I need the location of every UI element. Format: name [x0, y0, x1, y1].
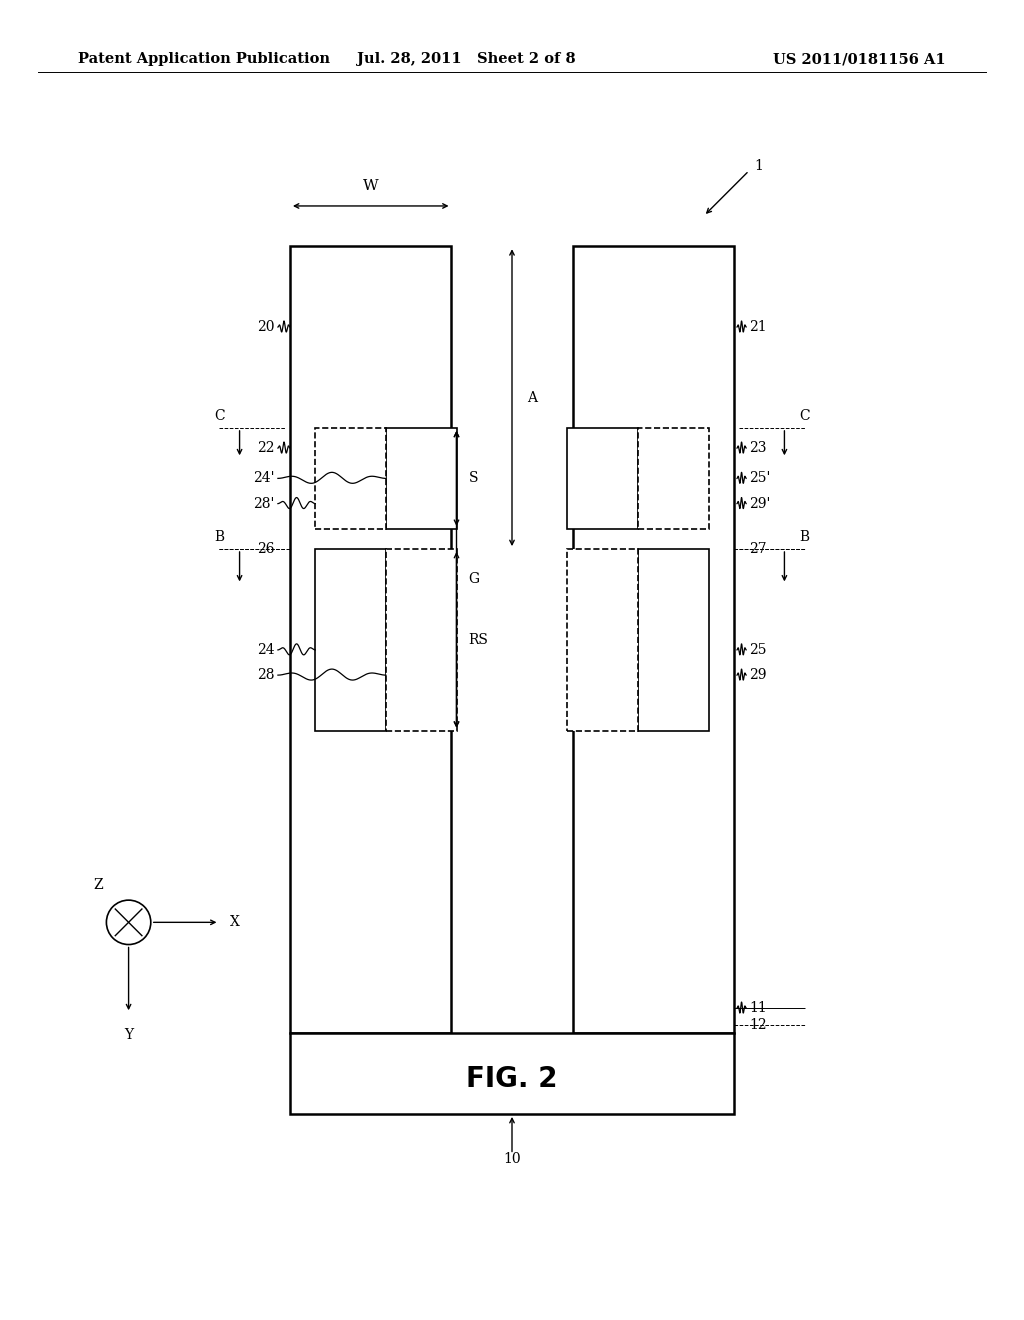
Text: 24: 24 — [257, 643, 274, 657]
Bar — [386, 549, 457, 731]
Text: 29: 29 — [750, 668, 767, 682]
Text: 21: 21 — [750, 319, 767, 334]
Bar — [290, 1034, 734, 1114]
Text: 12: 12 — [750, 1018, 767, 1032]
Text: US 2011/0181156 A1: US 2011/0181156 A1 — [773, 53, 946, 66]
Text: FIG. 2: FIG. 2 — [466, 1065, 558, 1093]
Bar — [567, 549, 638, 731]
Bar — [638, 549, 709, 731]
Text: 29': 29' — [750, 496, 770, 511]
Text: 10: 10 — [503, 1152, 521, 1167]
Bar — [386, 428, 457, 529]
Text: 25': 25' — [750, 471, 770, 486]
Text: 1: 1 — [754, 158, 763, 173]
Bar — [315, 549, 386, 731]
Text: 24': 24' — [253, 471, 274, 486]
Text: 25: 25 — [750, 643, 767, 657]
Bar — [290, 247, 452, 1034]
Text: 27: 27 — [750, 543, 767, 556]
Text: Y: Y — [124, 1028, 133, 1043]
Text: B: B — [800, 529, 810, 544]
Text: G: G — [469, 573, 479, 586]
Bar — [315, 428, 386, 529]
Text: 23: 23 — [750, 441, 767, 455]
Text: Z: Z — [94, 878, 103, 892]
Text: 20: 20 — [257, 319, 274, 334]
Text: X: X — [229, 915, 240, 929]
Bar — [567, 428, 638, 529]
Bar — [638, 428, 709, 529]
Text: 26: 26 — [257, 543, 274, 556]
Text: C: C — [214, 409, 224, 422]
Text: 11: 11 — [750, 1001, 767, 1015]
Text: 22: 22 — [257, 441, 274, 455]
Text: Patent Application Publication: Patent Application Publication — [78, 53, 330, 66]
Text: A: A — [527, 391, 538, 405]
Text: 28': 28' — [254, 496, 274, 511]
Text: Jul. 28, 2011   Sheet 2 of 8: Jul. 28, 2011 Sheet 2 of 8 — [357, 53, 575, 66]
Text: C: C — [800, 409, 810, 422]
Text: W: W — [362, 178, 379, 193]
Text: B: B — [214, 529, 224, 544]
Bar — [572, 247, 734, 1034]
Text: RS: RS — [469, 632, 488, 647]
Text: S: S — [469, 471, 478, 486]
Text: 28: 28 — [257, 668, 274, 682]
